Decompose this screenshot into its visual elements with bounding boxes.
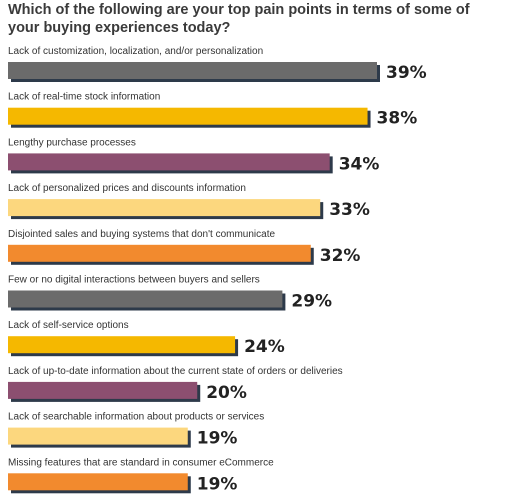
category-label: Disjointed sales and buying systems that… [8, 229, 275, 240]
bar [8, 473, 188, 491]
bar [8, 381, 198, 399]
category-label: Missing features that are standard in co… [8, 457, 274, 468]
bar [8, 244, 311, 262]
bar [8, 199, 321, 217]
category-label: Lack of personalized prices and discount… [8, 183, 246, 194]
category-label: Lack of searchable information about pro… [8, 412, 264, 423]
bar [8, 153, 330, 171]
category-label: Lack of self-service options [8, 320, 129, 331]
value-label: 19% [197, 474, 238, 494]
chart-title: Which of the following are your top pain… [8, 2, 470, 36]
bar [8, 290, 283, 308]
bar [8, 62, 377, 79]
category-label: Few or no digital interactions between b… [8, 275, 260, 286]
value-label: 34% [339, 154, 380, 174]
value-label: 39% [386, 63, 427, 83]
value-label: 19% [197, 429, 238, 449]
category-label: Lack of customization, localization, and… [8, 46, 263, 57]
category-label: Lack of up-to-date information about the… [8, 366, 343, 377]
value-label: 33% [329, 200, 370, 220]
category-label: Lengthy purchase processes [8, 137, 136, 148]
bar [8, 107, 368, 125]
category-label: Lack of real-time stock information [8, 92, 160, 103]
bar [8, 427, 188, 445]
value-label: 24% [244, 337, 285, 357]
value-label: 38% [377, 109, 418, 129]
value-label: 32% [320, 246, 361, 266]
value-label: 20% [206, 383, 247, 403]
bar [8, 336, 236, 354]
value-label: 29% [291, 292, 332, 312]
